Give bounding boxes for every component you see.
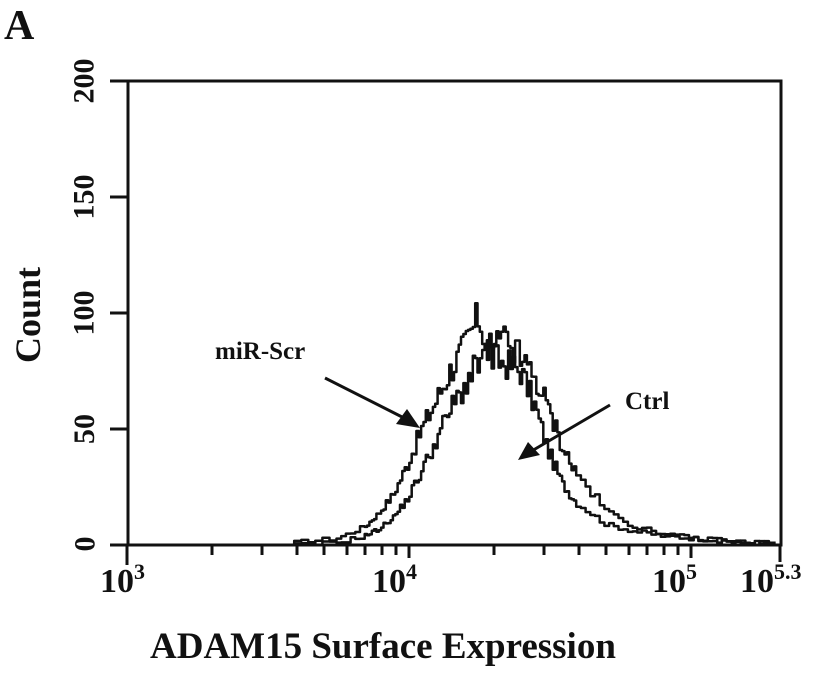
x-axis-ticks: [125, 545, 782, 565]
y-tick-label-50: 50: [68, 414, 101, 444]
y-tick-label-100: 100: [67, 290, 101, 336]
mir-scr-annotation: miR-Scr: [215, 338, 306, 365]
y-tick-label-200: 200: [67, 58, 101, 104]
y-axis-label-container: Count: [8, 235, 48, 395]
x-tick-label-1e3: 103: [100, 559, 145, 601]
plot-frame: [126, 79, 783, 547]
x-tick-exp: 5.3: [774, 559, 802, 584]
ctrl-annotation: Ctrl: [625, 388, 670, 415]
ctrl-arrow: [518, 403, 611, 460]
mir-scr-arrow: [324, 376, 420, 428]
y-axis-label: Count: [8, 266, 48, 364]
x-tick-label-1e4: 104: [372, 559, 417, 601]
x-tick-exp: 3: [134, 559, 145, 584]
y-tick-label-150: 150: [67, 174, 101, 220]
x-tick-base: 10: [100, 563, 134, 600]
x-tick-base: 10: [740, 563, 774, 600]
x-axis-label: ADAM15 Surface Expression: [150, 626, 616, 667]
y-axis-ticks: [110, 79, 128, 547]
y-tick-label-0: 0: [68, 536, 102, 552]
x-tick-label-1e5: 105: [652, 559, 697, 601]
x-tick-exp: 4: [406, 559, 417, 584]
x-tick-base: 10: [652, 563, 686, 600]
mir-scr-histogram-line: [211, 301, 776, 547]
panel-label: A: [4, 3, 35, 49]
x-tick-label-1e5-3: 105.3: [740, 559, 802, 601]
x-tick-exp: 5: [686, 559, 697, 584]
x-tick-base: 10: [372, 563, 406, 600]
